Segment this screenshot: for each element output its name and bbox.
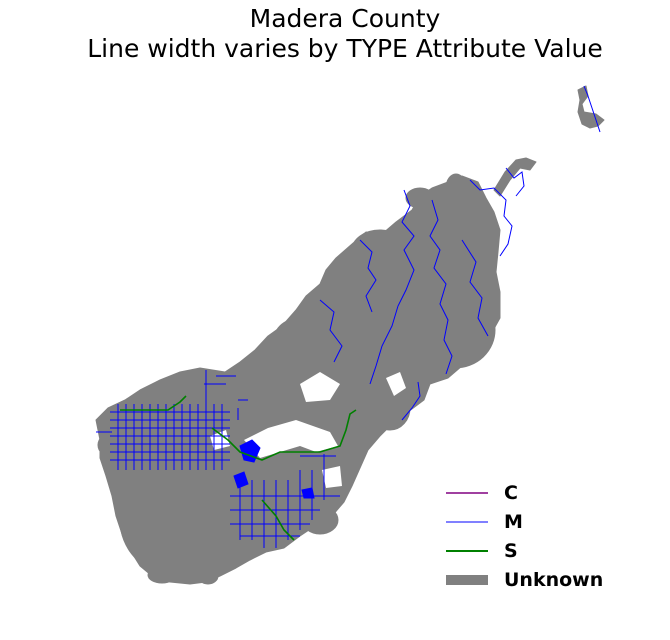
road-cluster [451,193,489,247]
m-road-grid [204,375,248,420]
m-road-mountain [359,239,377,313]
m-road-mountain [319,299,343,363]
legend-label-s: S [504,539,518,562]
map-void [210,430,230,450]
s-road [261,499,295,541]
legend-swatch-m [446,521,488,522]
map-void [322,466,342,488]
m-road-grid [96,370,230,470]
map-void [300,372,340,402]
m-road-cluster [239,439,261,463]
s-road [211,409,357,461]
legend-item-s: S [446,536,603,565]
road-cluster [147,566,177,584]
road-cluster [97,432,127,458]
legend-item-c: C [446,478,603,507]
map-title: Madera County [249,4,441,33]
m-road-cluster [301,487,315,499]
road-arm-northeast [493,157,537,197]
map-subtitle: Line width varies by TYPE Attribute Valu… [87,34,603,63]
road-cluster [309,275,391,345]
map-void [244,420,338,458]
m-road-mountain [469,179,513,257]
map-void [386,372,406,396]
road-cluster [405,187,435,209]
legend-label-m: M [504,510,523,533]
legend: C M S Unknown [446,478,603,594]
legend-item-m: M [446,507,603,536]
m-road-grid [230,454,340,548]
legend-label-unknown: Unknown [504,568,604,591]
road-cluster [445,173,467,203]
road-cluster [389,243,451,297]
s-roads-layer [120,395,357,541]
road-cluster [369,385,411,431]
road-cluster [301,505,339,535]
legend-swatch-c [446,491,488,494]
road-cluster [273,317,327,363]
unknown-roads-layer [95,85,605,585]
road-cluster [414,291,496,369]
m-road-mountain [461,239,489,337]
m-road-mountain [429,199,453,375]
legend-item-unknown: Unknown [446,565,603,594]
m-road-mountain [401,381,421,421]
legend-swatch-unknown [446,574,488,585]
m-road-mountain [583,85,601,133]
m-road-cluster [233,471,249,489]
legend-label-c: C [504,481,518,504]
m-roads-layer [96,85,601,548]
road-cluster [199,385,261,435]
legend-swatch-s [446,549,488,552]
s-road [120,395,187,411]
m-road-mountain [505,167,525,197]
road-patch-northeast [577,85,605,129]
road-cluster [197,567,219,585]
road-cluster [109,441,171,499]
m-road-mountain [369,189,415,385]
